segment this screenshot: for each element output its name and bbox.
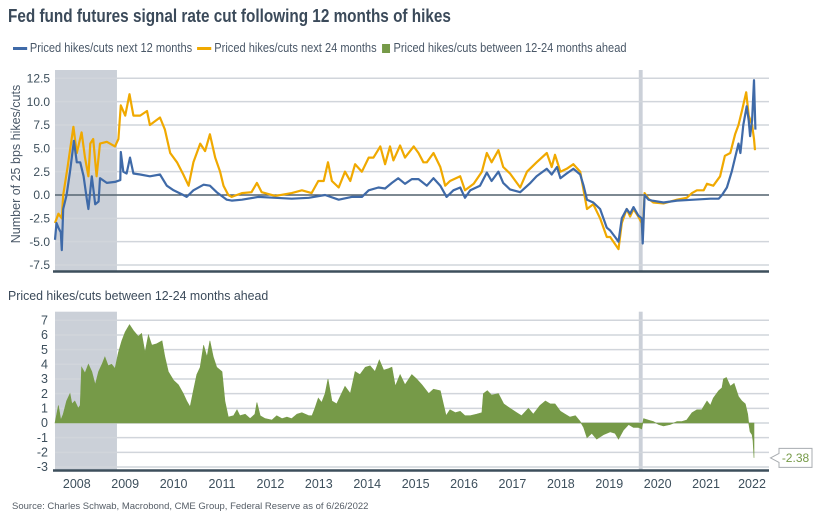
y-tick-label: -2 (37, 446, 48, 460)
x-tick-label: 2018 (547, 477, 575, 491)
legend-label: Priced hikes/cuts next 24 months (214, 41, 377, 55)
y-tick-label: 10.0 (27, 95, 51, 109)
x-tick-label: 2019 (595, 477, 623, 491)
x-tick-label: 2022 (738, 477, 766, 491)
y-tick-label: 0.0 (33, 188, 50, 202)
x-tick-label: 2014 (353, 477, 381, 491)
shaded-period (638, 311, 643, 471)
y-tick-label: 0 (41, 416, 48, 430)
legend-item-next-24-months: Priced hikes/cuts next 24 months (197, 40, 377, 56)
y-tick-label: 2.5 (33, 165, 50, 179)
line-swatch-icon (13, 46, 28, 50)
y-tick-label: 7.5 (33, 118, 50, 132)
source-note: Source: Charles Schwab, Macrobond, CME G… (12, 501, 369, 512)
y-tick-label: 7 (41, 314, 48, 328)
y-tick-label: 3 (41, 372, 48, 386)
y-tick-label: -7.5 (29, 258, 50, 272)
bottom-chart-title: Priced hikes/cuts between 12-24 months a… (8, 288, 269, 303)
top-chart-panel: 12.5 10.0 7.5 5.0 2.5 0.0 -2.5 -5.0 -7.5 (27, 70, 769, 273)
y-tick-label: 5 (41, 343, 48, 357)
y-tick-label: 12.5 (27, 72, 51, 86)
y-tick-label: 1 (41, 402, 48, 416)
y-tick-label: 5.0 (33, 142, 50, 156)
x-tick-label: 2008 (63, 477, 91, 491)
legend-item-next-12-months: Priced hikes/cuts next 12 months (13, 40, 192, 56)
y-tick-label: -3 (37, 460, 48, 474)
x-tick-label: 2017 (499, 477, 527, 491)
x-tick-label: 2012 (257, 477, 285, 491)
x-tick-label: 2009 (111, 477, 139, 491)
x-tick-label: 2020 (644, 477, 672, 491)
legend-label: Priced hikes/cuts between 12-24 months a… (393, 41, 627, 55)
y-tick-label: -2.5 (29, 212, 50, 226)
chart-title: Fed fund futures signal rate cut followi… (8, 6, 451, 26)
y-tick-label: 2 (41, 387, 48, 401)
x-tick-label: 2013 (305, 477, 333, 491)
square-swatch-icon (381, 43, 390, 53)
shaded-period (638, 70, 643, 272)
series-line-0 (53, 79, 757, 252)
x-tick-label: 2010 (160, 477, 188, 491)
line-swatch-icon (197, 46, 212, 50)
y-tick-label: -1 (37, 431, 48, 445)
y-tick-label: 4 (41, 358, 48, 372)
top-chart-y-axis-label: Number of 25 bps hikes/cuts (9, 84, 23, 244)
y-tick-label: 6 (41, 328, 48, 342)
x-tick-label: 2016 (450, 477, 478, 491)
value-callout-box (769, 447, 813, 468)
legend-label: Priced hikes/cuts next 12 months (29, 41, 193, 55)
series-area-0 (54, 324, 755, 458)
value-callout-label: -2.38 (782, 451, 810, 465)
shaded-period (55, 70, 117, 272)
legend: Priced hikes/cuts next 12 months Priced … (13, 40, 632, 56)
x-tick-label: 2011 (209, 477, 236, 491)
x-tick-label: 2015 (402, 477, 430, 491)
series-line-1 (53, 91, 757, 251)
legend-item-between-12-24-months: Priced hikes/cuts between 12-24 months a… (381, 40, 627, 56)
x-tick-label: 2021 (692, 477, 720, 491)
y-tick-label: -5.0 (29, 235, 50, 249)
